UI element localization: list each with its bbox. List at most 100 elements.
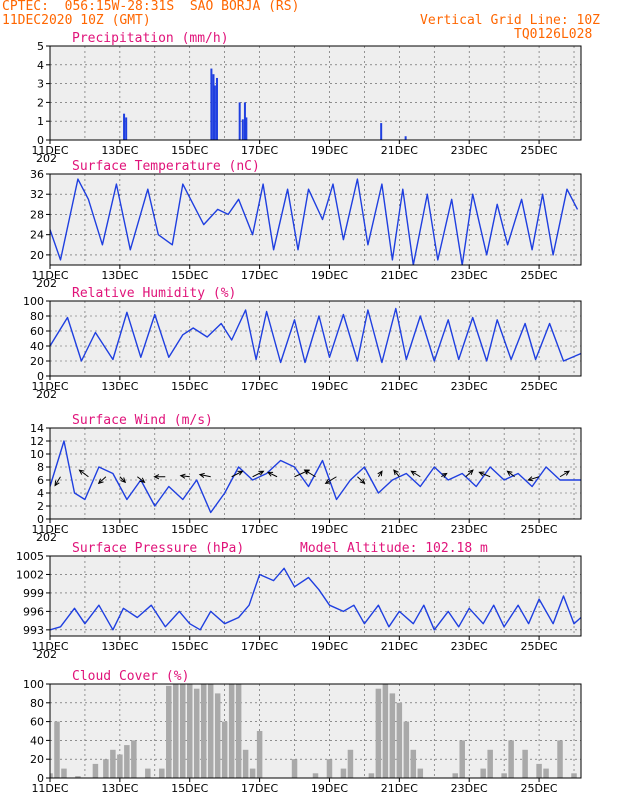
year-label: 202 [36, 152, 57, 165]
y-tick-label: 0 [37, 513, 44, 526]
wind-arrow [559, 470, 570, 478]
y-tick-label: 6 [37, 474, 44, 487]
y-tick-label: 36 [30, 168, 44, 181]
cloud-bar [207, 684, 214, 778]
precip-bar [210, 68, 213, 140]
wind-arrow-head [97, 478, 104, 485]
series-group [50, 307, 581, 364]
x-tick-label: 17DEC [241, 144, 278, 157]
x-tick-label: 15DEC [171, 269, 208, 282]
x-tick-label: 23DEC [451, 523, 488, 536]
wind-arrow [252, 470, 264, 478]
series-group [50, 567, 581, 631]
x-tick-label: 23DEC [451, 269, 488, 282]
wind-arrow-head [377, 470, 383, 477]
cloud-bar [508, 740, 514, 778]
cloud-bar [256, 731, 263, 778]
y-tick-label: 12 [30, 435, 44, 448]
wind-arrow [267, 471, 278, 478]
wind-arrow-head [467, 469, 474, 475]
precip-bar [212, 74, 215, 140]
x-tick-label: 23DEC [451, 640, 488, 653]
x-tick-label: 17DEC [241, 269, 278, 282]
wind-arrow-head [237, 470, 244, 476]
y-tick-label: 14 [30, 422, 44, 435]
x-tick-label: 25DEC [521, 523, 558, 536]
wind-arrow-head [410, 470, 417, 476]
x-tick-label: 25DEC [521, 144, 558, 157]
cloud-bar [75, 776, 81, 778]
cloud-bar [214, 693, 221, 778]
wind-arrow-head [506, 470, 513, 476]
wind-arrow [199, 474, 211, 478]
panel-6: 0 20 40 60 80 100 Cloud Cover (%) 11DEC 13DEC 15D… [23, 669, 582, 795]
x-tick-label: 21DEC [381, 523, 418, 536]
x-tick-label: 19DEC [311, 782, 348, 795]
series-group [50, 178, 579, 265]
x-tick-label: 25DEC [521, 380, 558, 393]
wind-arrow-head [441, 472, 448, 478]
y-tick-label: 100 [23, 295, 44, 308]
y-tick-label: 100 [23, 678, 44, 691]
cloud-bar [487, 749, 493, 778]
x-tick-label: 23DEC [451, 782, 488, 795]
wind-arrow-head [527, 476, 534, 482]
cloud-bar [452, 773, 458, 778]
cloud-bar [347, 749, 354, 778]
plot-frame [49, 555, 582, 637]
y-tick-label: 10 [30, 448, 44, 461]
y-tick-label: 40 [30, 734, 44, 747]
precip-bar [215, 77, 218, 140]
wind-arrow [119, 476, 126, 483]
station-header: CPTEC: 056:15W-28:31S SAO BORJA (RS) [2, 0, 300, 14]
cloud-bar [54, 721, 60, 778]
y-tick-label: 0 [37, 134, 44, 147]
y-tick-label: 999 [23, 587, 44, 600]
x-tick-label: 13DEC [101, 640, 138, 653]
series-line [50, 307, 581, 364]
y-tick-label: 24 [30, 229, 44, 242]
cloud-bar [312, 773, 319, 778]
panel-title: Surface Temperature (nC) [72, 159, 260, 174]
panel-5: 993 996 999 1002 1005 Surface Pressure (hPa) M… [16, 541, 582, 661]
cloud-bar [389, 693, 396, 778]
y-tick-label: 20 [30, 249, 44, 262]
panel-3: 0 20 40 60 80 100 Relative Humidity (%) 11DEC 13… [23, 286, 582, 401]
model-code: TQ0126L028 [514, 27, 593, 42]
x-tick-label: 11DEC [31, 380, 68, 393]
wind-arrow-head [393, 469, 399, 476]
y-tick-label: 32 [30, 188, 44, 201]
x-tick-label: 23DEC [451, 380, 488, 393]
y-tick-label: 40 [30, 340, 44, 353]
cloud-bar [103, 759, 109, 778]
cloud-bar [396, 702, 403, 778]
y-tick-label: 0 [37, 772, 44, 785]
y-tick-label: 60 [30, 325, 44, 338]
x-tick-label: 13DEC [101, 269, 138, 282]
wind-arrow [357, 476, 365, 484]
cloud-bar [536, 763, 542, 778]
cloud-bar [159, 768, 165, 778]
plot-frame [49, 300, 582, 377]
plot-area [50, 556, 581, 636]
wind-arrow-head [78, 469, 85, 475]
wind-arrow-head [564, 470, 571, 476]
panel-title: Cloud Cover (%) [72, 669, 189, 684]
cloud-bar [235, 684, 242, 778]
x-tick-label: 19DEC [311, 144, 348, 157]
x-tick-label: 15DEC [171, 640, 208, 653]
year-label: 202 [36, 531, 57, 544]
y-tick-label: 8 [37, 461, 44, 474]
panel-1: 0 1 2 3 4 5 Precipitation (mm/h) 11DEC 13DEC 15DE… [31, 31, 582, 165]
y-tick-label: 1 [37, 115, 44, 128]
y-tick-label: 1005 [16, 550, 44, 563]
wind-arrow-head [258, 470, 265, 476]
cloud-bar [368, 773, 375, 778]
wind-arrow [54, 476, 61, 486]
panel-title: Precipitation (mm/h) [72, 31, 229, 46]
x-tick-label: 25DEC [521, 640, 558, 653]
x-tick-label: 13DEC [101, 523, 138, 536]
cloud-bar [117, 754, 123, 778]
precip-bar [241, 119, 244, 140]
